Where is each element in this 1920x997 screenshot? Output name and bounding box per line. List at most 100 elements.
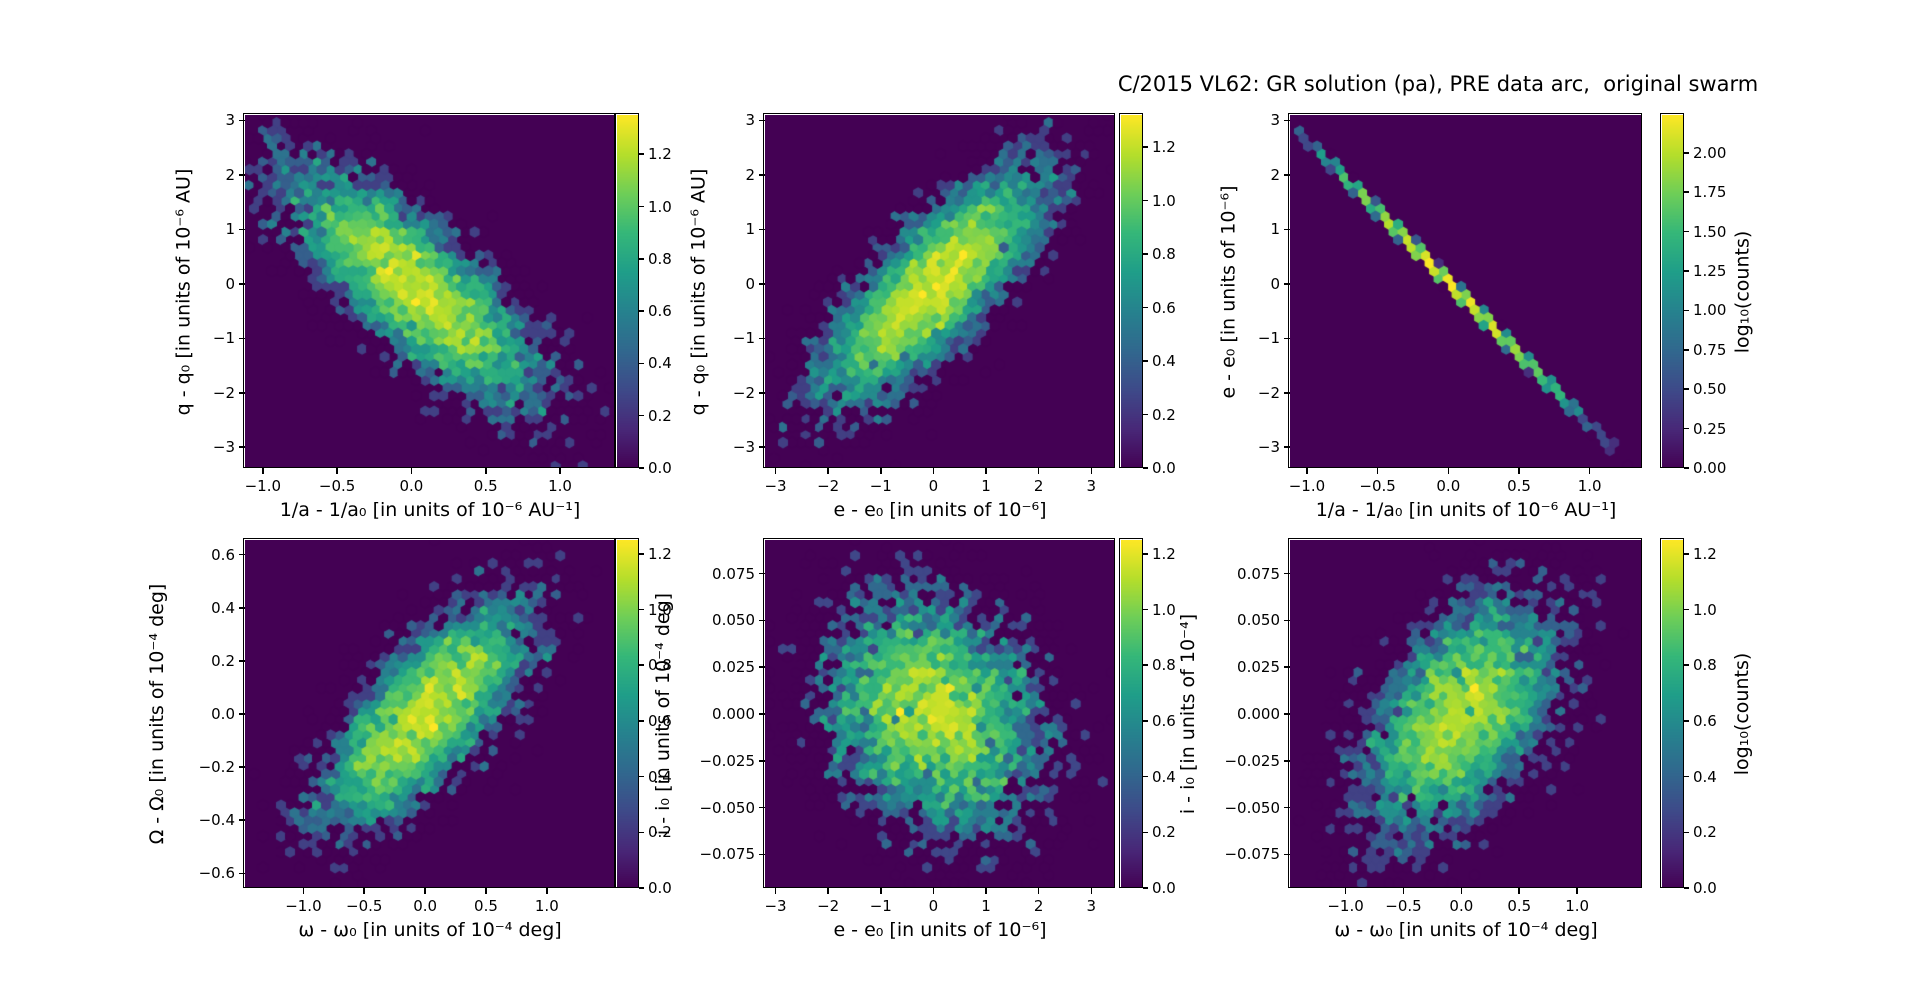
x-tickmark (262, 468, 264, 474)
x-tick-label: 1 (981, 477, 991, 495)
colorbar-tick-label: 1.2 (1152, 138, 1176, 157)
y-tick-label: 0.075 (712, 564, 755, 583)
y-tickmark (239, 872, 245, 875)
colorbar-tickmark (639, 153, 644, 156)
colorbar-tickmark (1143, 553, 1148, 555)
y-tick-label: 0 (1270, 274, 1280, 293)
y-tickmark (759, 853, 765, 856)
x-tick-label: −1.0 (1288, 477, 1326, 495)
colorbar-tickmark (1684, 270, 1689, 272)
y-tickmark (239, 392, 245, 394)
x-tick-label: −1 (869, 897, 892, 915)
colorbar-tickmark (1143, 664, 1148, 667)
x-tickmark (985, 888, 987, 894)
colorbar-tick-label: 0.75 (1693, 340, 1727, 359)
x-tick-label: 1.0 (548, 477, 572, 495)
x-tickmark (774, 888, 777, 894)
colorbar-tick-label: 0.4 (1693, 767, 1717, 786)
colorbar-tickmark (1684, 427, 1689, 430)
colorbar-tick-label: 0.00 (1693, 459, 1727, 477)
x-tick-label: −0.5 (1359, 477, 1396, 495)
x-tick-label: −0.5 (318, 477, 356, 495)
colorbar-tickmark (1143, 720, 1148, 722)
x-tick-label: 0.0 (1449, 897, 1474, 915)
x-axis-label-3: ω - ω₀ [in units of 10⁻⁴ deg] (298, 919, 562, 941)
colorbar-tickmark (1684, 887, 1689, 889)
x-tickmark (1090, 888, 1093, 894)
colorbar-tick-label: 0.2 (1152, 823, 1176, 842)
x-axis-label-1: e - e₀ [in units of 10⁻⁶] (833, 499, 1047, 521)
colorbar-tickmark (1684, 349, 1689, 351)
x-tickmark (827, 888, 829, 894)
colorbar-tickmark (639, 608, 644, 611)
colorbar-tickmark (1684, 191, 1689, 193)
y-axis-label-5: i - i₀ [in units of 10⁻⁴] (1177, 613, 1199, 815)
y-tick-label: 0.025 (1237, 658, 1280, 677)
x-tick-label: 3 (1086, 897, 1097, 915)
y-tickmark (239, 446, 245, 449)
x-tickmark (484, 468, 487, 474)
x-tickmark (336, 468, 338, 474)
y-tickmark (1284, 446, 1290, 449)
colorbar-tick-label: 0.6 (648, 711, 672, 730)
y-tickmark (1284, 174, 1290, 176)
y-tick-label: −0.025 (1224, 751, 1280, 770)
y-tickmark (1284, 619, 1290, 622)
x-tickmark (1576, 888, 1578, 894)
colorbar-tick-label: 1.0 (1152, 191, 1176, 210)
x-tick-label: −0.5 (1385, 897, 1422, 915)
colorbar-tick-label: 0.6 (1152, 711, 1176, 730)
y-tick-label: 0.0 (211, 705, 235, 723)
x-tickmark (1518, 468, 1520, 474)
x-tick-label: 0.5 (474, 897, 498, 915)
x-tickmark (363, 888, 366, 894)
y-tickmark (239, 283, 245, 285)
y-tickmark (239, 119, 245, 122)
x-tickmark (1344, 888, 1347, 894)
colorbar-tickmark (1684, 230, 1689, 233)
colorbar-tick-label: 0.2 (1693, 823, 1717, 842)
y-axis-label-2: e - e₀ [in units of 10⁻⁶] (1217, 184, 1239, 399)
colorbar-tick-label: 1.2 (1152, 544, 1176, 563)
colorbar-tickmark (639, 467, 644, 469)
y-tick-label: −1 (1257, 329, 1280, 348)
y-tickmark (239, 766, 245, 768)
y-tick-label: −0.075 (1224, 845, 1280, 864)
colorbar-tickmark (1143, 413, 1148, 416)
y-tick-label: 0 (225, 274, 235, 293)
colorbar-tickmark (1143, 306, 1148, 309)
y-tick-label: 0.6 (211, 545, 235, 564)
colorbar-tick-label: 0.6 (1152, 298, 1176, 317)
colorbar-tickmark (1143, 467, 1148, 469)
colorbar-tick-label: 0.8 (1152, 245, 1176, 264)
x-tickmark (985, 468, 987, 474)
colorbar-tick-label: 1.0 (648, 197, 672, 216)
colorbar-tick-label: 0.4 (1152, 767, 1176, 786)
y-tickmark (239, 337, 245, 340)
y-tick-label: −1 (212, 329, 235, 348)
colorbar-tickmark (1143, 775, 1148, 778)
x-tickmark (410, 468, 413, 474)
x-tick-label: 1.0 (1565, 897, 1590, 915)
colorbar-tickmark (639, 887, 644, 889)
x-axis-label-5: ω - ω₀ [in units of 10⁻⁴ deg] (1334, 919, 1598, 941)
y-tick-label: −0.2 (198, 758, 235, 777)
colorbar-tick-label: 0.2 (648, 823, 672, 842)
colorbar-canvas-5 (1662, 540, 1684, 888)
y-tickmark (759, 572, 765, 575)
y-tickmark (1284, 283, 1290, 285)
y-tick-label: 0.050 (1237, 611, 1280, 630)
colorbar-tickmark (639, 831, 644, 834)
colorbar-tick-label: 1.0 (1693, 600, 1717, 619)
y-axis-label-3: Ω - Ω₀ [in units of 10⁻⁴ deg] (146, 583, 168, 845)
y-tick-label: −2 (1257, 383, 1280, 402)
colorbar-tick-label: 1.2 (1693, 544, 1717, 563)
colorbar-tick-label: 1.0 (1152, 600, 1176, 619)
x-tickmark (1306, 468, 1308, 474)
colorbar-tickmark (1684, 775, 1689, 778)
y-tickmark (759, 392, 765, 394)
colorbar-tickmark (639, 720, 644, 722)
x-tick-label: 0 (928, 897, 939, 915)
colorbar-tickmark (1684, 720, 1689, 722)
y-tick-label: −0.050 (699, 798, 755, 817)
